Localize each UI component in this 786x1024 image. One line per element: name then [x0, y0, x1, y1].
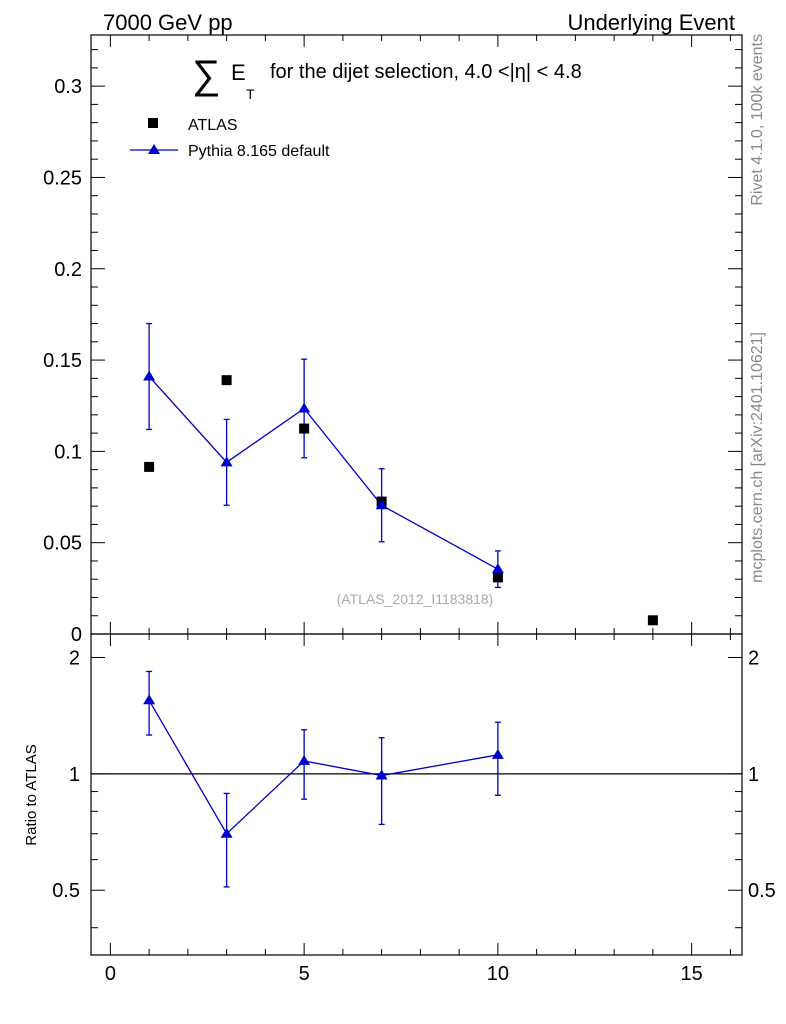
ratio-line [148, 699, 498, 835]
ratio-point [143, 694, 156, 705]
legend-atlas-marker [148, 118, 158, 128]
atlas-point [144, 461, 155, 472]
y-tick-label: 0.1 [54, 441, 82, 463]
ratio-y-tick-label-right: 2 [748, 647, 759, 669]
x-tick-label: 5 [299, 963, 310, 985]
ratio-ylabel: Ratio to ATLAS [23, 744, 40, 845]
title-subscript: T [246, 86, 255, 102]
pythia-point [220, 456, 233, 467]
legend-pythia-marker [148, 144, 160, 154]
ratio-point [298, 754, 311, 765]
y-tick-label: 0.3 [54, 76, 82, 98]
legend: ATLAS Pythia 8.165 default [130, 117, 330, 160]
title-sum-symbol: ∑ [192, 53, 221, 97]
y-tick-label: 0.2 [54, 259, 82, 281]
ratio-y-tick-label-left: 1 [69, 764, 80, 786]
pythia-point [143, 370, 156, 381]
y-tick-label: 0.05 [43, 533, 82, 555]
y-tick-label: 0.25 [43, 167, 82, 189]
y-tick-label: 0 [71, 624, 82, 646]
pythia-point [298, 402, 311, 413]
ratio-point [491, 748, 504, 759]
ratio-y-tick-label-right: 0.5 [748, 880, 776, 902]
pythia-line [148, 376, 499, 570]
x-tick-label: 0 [105, 963, 116, 985]
pythia-point [375, 499, 388, 510]
analysis-watermark: (ATLAS_2012_I1183818) [337, 591, 494, 607]
x-tick-label: 10 [487, 963, 509, 985]
ratio-frame [90, 633, 743, 956]
y-tick-label: 0.15 [43, 350, 82, 372]
ratio-plot-marks [91, 670, 742, 888]
rivet-label: Rivet 4.1.0, 100k events [749, 34, 766, 206]
legend-atlas-label: ATLAS [188, 117, 238, 134]
pythia-point [491, 563, 504, 574]
atlas-point [647, 615, 658, 626]
atlas-point [299, 423, 310, 434]
atlas-point [221, 375, 232, 386]
title-text: for the dijet selection, 4.0 <|η| < 4.8 [270, 61, 582, 83]
header-left: 7000 GeV pp [103, 10, 233, 35]
header-right: Underlying Event [567, 10, 735, 35]
ratio-y-tick-label-left: 0.5 [52, 880, 80, 902]
legend-pythia-label: Pythia 8.165 default [188, 143, 330, 160]
mcplots-label: mcplots.cern.ch [arXiv:2401.10621] [749, 332, 766, 583]
title-symbol: E [231, 60, 246, 85]
ratio-axis-ticks: 0 5 10 15 0.5 0.5 1 1 2 2 [52, 634, 776, 985]
ratio-point [220, 827, 233, 838]
ratio-y-tick-label-left: 2 [69, 647, 80, 669]
atlas-point [492, 572, 503, 583]
x-tick-label: 15 [681, 963, 703, 985]
main-axis-ticks: 0 0.05 0.1 0.15 0.2 0.25 0.3 [43, 35, 742, 646]
main-plot-marks [143, 322, 658, 626]
ratio-point [375, 769, 388, 780]
chart-title: ∑ E T for the dijet selection, 4.0 <|η| … [192, 53, 582, 102]
ratio-y-tick-label-right: 1 [748, 764, 759, 786]
